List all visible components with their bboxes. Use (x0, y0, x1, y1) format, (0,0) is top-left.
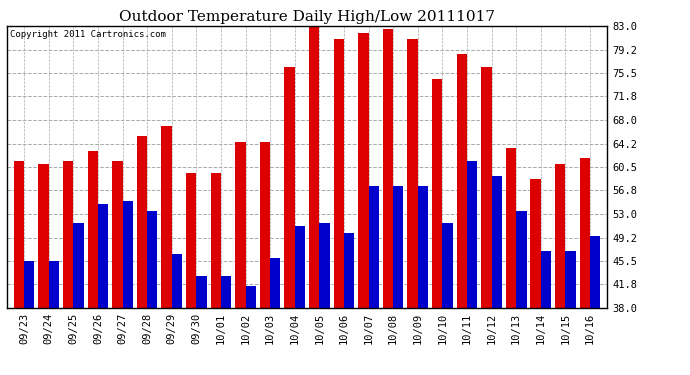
Bar (63, 160, 73, 308)
Title: Outdoor Temperature Daily High/Low 20111017: Outdoor Temperature Daily High/Low 20111… (119, 10, 495, 24)
Bar (407, 39, 417, 308)
Bar (161, 126, 172, 308)
Bar (137, 136, 147, 308)
Bar (555, 164, 565, 308)
Bar (295, 226, 305, 308)
Bar (417, 186, 428, 308)
Bar (393, 186, 404, 308)
Bar (541, 251, 551, 308)
Bar (516, 211, 526, 308)
Bar (88, 151, 98, 308)
Bar (491, 176, 502, 308)
Bar (481, 67, 491, 308)
Bar (432, 80, 442, 308)
Bar (344, 232, 354, 308)
Text: Copyright 2011 Cartronics.com: Copyright 2011 Cartronics.com (10, 30, 166, 39)
Bar (368, 186, 379, 308)
Bar (565, 251, 575, 308)
Bar (531, 179, 541, 308)
Bar (457, 54, 467, 307)
Bar (319, 223, 330, 308)
Bar (442, 223, 453, 308)
Bar (334, 39, 344, 308)
Bar (270, 258, 280, 307)
Bar (284, 67, 295, 308)
Bar (580, 158, 590, 308)
Bar (246, 286, 256, 308)
Bar (73, 223, 83, 308)
Bar (260, 142, 270, 308)
Bar (309, 20, 319, 307)
Bar (112, 160, 123, 308)
Bar (197, 276, 207, 308)
Bar (24, 261, 34, 308)
Bar (210, 173, 221, 308)
Bar (147, 211, 157, 308)
Bar (49, 261, 59, 308)
Bar (14, 160, 24, 308)
Bar (358, 33, 368, 308)
Bar (98, 204, 108, 308)
Bar (235, 142, 246, 308)
Bar (186, 173, 197, 308)
Bar (383, 29, 393, 308)
Bar (172, 254, 182, 308)
Bar (506, 148, 516, 308)
Bar (590, 236, 600, 308)
Bar (221, 276, 231, 308)
Bar (39, 164, 49, 308)
Bar (123, 201, 133, 308)
Bar (467, 160, 477, 308)
